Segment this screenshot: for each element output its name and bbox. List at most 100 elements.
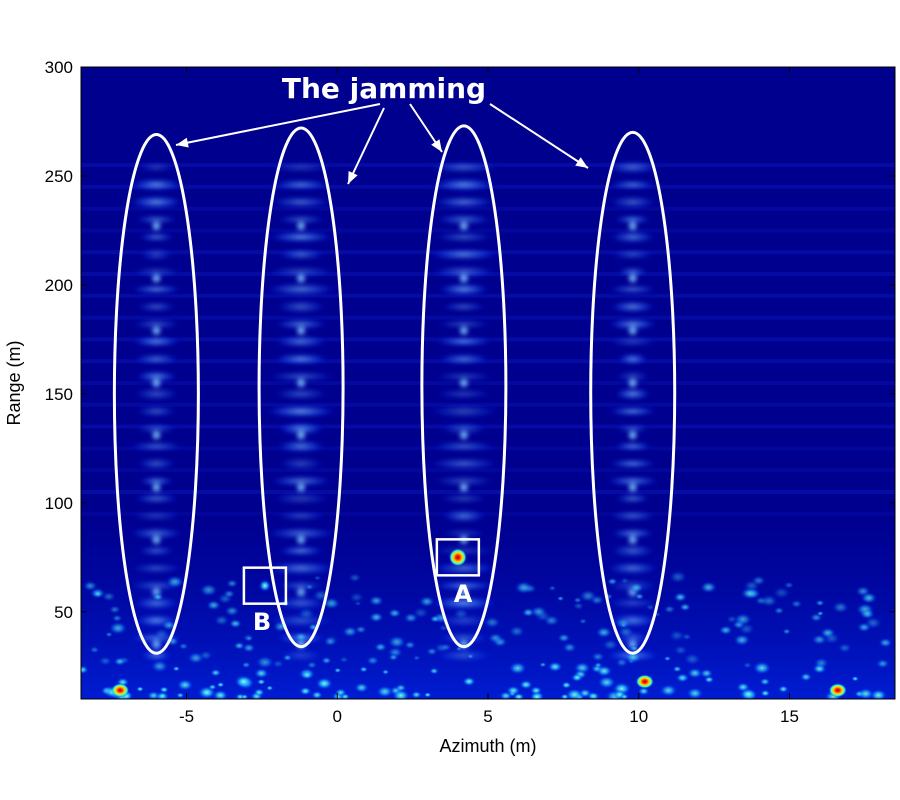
bright-return	[111, 683, 130, 698]
noise-speckle	[387, 635, 406, 649]
noise-speckle	[561, 681, 572, 689]
y-tick-label: 150	[45, 385, 73, 404]
jamming-ellipse	[112, 133, 200, 655]
texture-band	[81, 424, 895, 429]
noise-speckle	[823, 632, 840, 645]
noise-speckle	[679, 603, 691, 612]
noise-speckle	[607, 577, 618, 586]
noise-speckle	[388, 608, 402, 618]
noise-speckle	[81, 665, 89, 674]
jamming-arrowhead	[176, 137, 189, 148]
noise-speckle	[452, 607, 470, 620]
x-tick-label: 5	[483, 707, 492, 726]
noise-speckle	[216, 682, 225, 688]
target-b-label: B	[253, 608, 271, 636]
jamming-blob	[272, 335, 331, 348]
jamming-blob	[275, 439, 327, 453]
noise-speckle	[815, 599, 825, 607]
jamming-blob	[274, 215, 328, 225]
noise-speckle	[412, 655, 421, 661]
jamming-blob	[276, 546, 326, 556]
noise-speckle	[557, 633, 571, 643]
jamming-peak	[297, 222, 306, 231]
noise-speckle	[539, 662, 547, 668]
jamming-blob	[439, 509, 489, 523]
noise-speckle	[864, 616, 882, 630]
jamming-blob	[271, 353, 331, 365]
jamming-blob	[432, 389, 496, 399]
noise-speckle	[323, 634, 339, 646]
jamming-blob	[609, 544, 657, 558]
noise-speckle	[752, 661, 771, 675]
jamming-blob	[266, 162, 336, 173]
jamming-peak	[152, 431, 161, 440]
jamming-blob	[276, 422, 326, 436]
jamming-blob	[437, 493, 491, 504]
noise-speckle	[620, 693, 629, 699]
noise-speckle	[83, 580, 98, 592]
noise-speckle	[743, 579, 761, 592]
jamming-blob	[613, 387, 652, 400]
jamming-arrow	[489, 103, 589, 169]
jamming-blob	[429, 562, 499, 575]
jamming-blob	[129, 284, 184, 294]
x-tick-label: 15	[780, 707, 799, 726]
noise-speckle	[672, 665, 682, 673]
noise-speckle	[668, 570, 688, 584]
jamming-blob	[263, 405, 339, 418]
jamming-blob	[267, 475, 335, 487]
noise-speckle	[620, 622, 628, 628]
jamming-blob	[275, 581, 327, 590]
noise-speckle	[301, 670, 313, 680]
jamming-peak	[297, 274, 306, 283]
noise-speckle	[223, 589, 236, 599]
y-tick-label: 250	[45, 167, 73, 186]
jamming-blob	[433, 614, 494, 627]
jamming-peak	[152, 483, 161, 492]
texture-band	[81, 206, 895, 211]
noise-speckle	[739, 687, 757, 699]
noise-speckle	[266, 685, 274, 691]
jamming-blob	[426, 161, 502, 173]
y-tick-label: 200	[45, 276, 73, 295]
noise-speckle	[579, 589, 597, 603]
jamming-ellipse	[257, 126, 345, 649]
jamming-peak	[297, 535, 306, 544]
noise-speckle	[562, 642, 577, 653]
noise-speckle	[615, 658, 629, 668]
noise-speckle	[508, 625, 525, 638]
noise-speckle	[392, 689, 410, 699]
jamming-blob	[432, 649, 496, 662]
noise-speckle	[876, 658, 890, 669]
noise-speckle	[282, 654, 293, 662]
jamming-blob	[613, 215, 653, 224]
noise-speckle	[700, 581, 717, 594]
noise-speckle	[254, 668, 269, 679]
noise-speckle	[366, 655, 380, 666]
noise-speckle	[809, 612, 823, 623]
jamming-blob	[127, 441, 186, 451]
jamming-blob	[130, 318, 183, 330]
noise-speckle	[628, 582, 644, 594]
jamming-peak	[152, 640, 161, 649]
y-tick-label: 300	[45, 58, 73, 77]
noise-speckle	[629, 645, 640, 652]
jamming-blob	[434, 320, 494, 329]
jamming-blob	[606, 318, 659, 330]
noise-speckle	[136, 686, 144, 692]
noise-speckle	[760, 594, 778, 608]
noise-speckle	[742, 661, 753, 669]
noise-speckle	[870, 689, 887, 699]
noise-speckle	[244, 635, 253, 642]
jamming-peak	[628, 431, 637, 440]
noise-speckle	[668, 629, 686, 642]
noise-speckle	[683, 652, 701, 666]
noise-speckle	[676, 673, 689, 683]
jamming-blob	[128, 266, 184, 278]
jamming-peak	[152, 535, 161, 544]
noise-speckle	[242, 643, 256, 653]
jamming-blob	[428, 596, 500, 610]
jamming-peak	[459, 274, 468, 283]
jamming-blob	[276, 649, 327, 662]
noise-speckle	[556, 595, 565, 602]
